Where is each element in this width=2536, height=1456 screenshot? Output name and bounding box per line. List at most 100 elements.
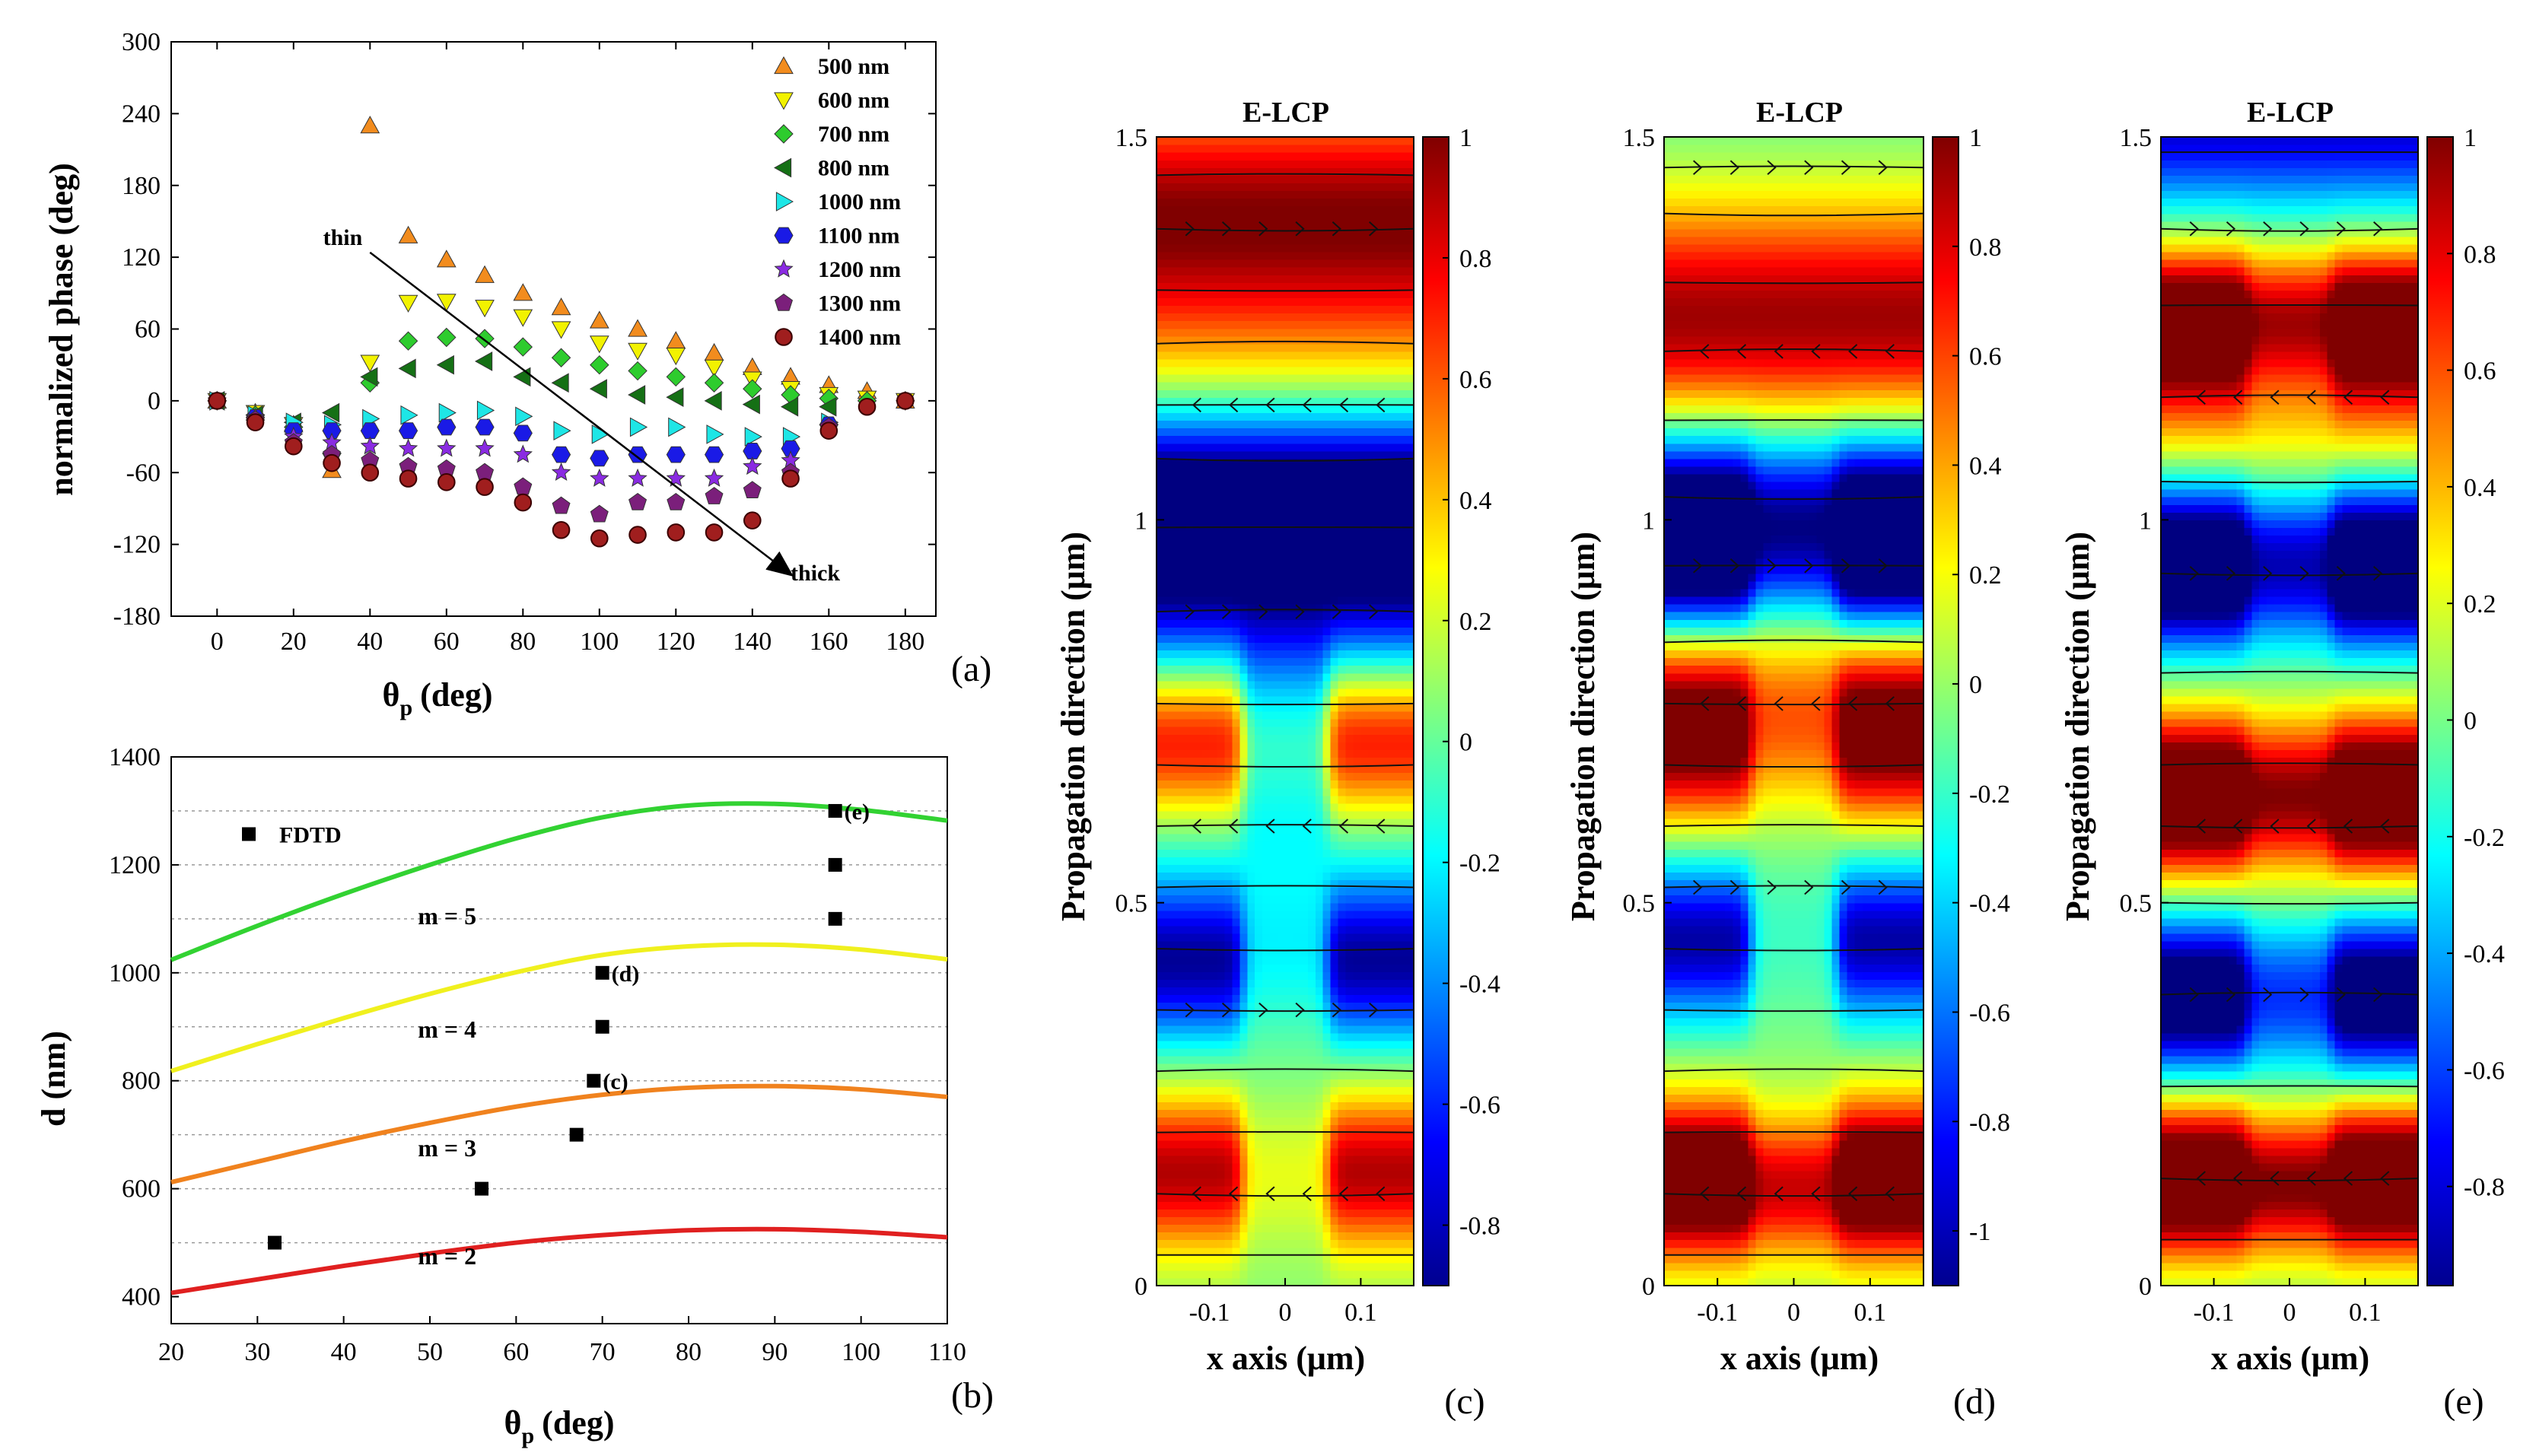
field-cell [1353, 351, 1362, 360]
field-cell [1186, 757, 1195, 766]
field-cell [1194, 1002, 1203, 1011]
field-cell [1398, 1025, 1407, 1034]
field-cell [1239, 1247, 1248, 1256]
field-cell [1345, 719, 1354, 727]
field-cell [1338, 925, 1347, 934]
field-cell [1368, 1017, 1376, 1026]
field-cell [1217, 749, 1226, 758]
field-cell [1179, 527, 1188, 536]
field-cell [1247, 780, 1255, 789]
field-cell [1292, 642, 1301, 651]
field-cell [1345, 711, 1354, 720]
field-cell [1285, 1270, 1293, 1279]
field-cell [1322, 887, 1332, 896]
field-cell [1278, 1071, 1286, 1079]
field-cell [1209, 634, 1218, 643]
field-cell [1255, 1056, 1263, 1064]
field-cell [1278, 964, 1286, 972]
field-cell [1338, 910, 1347, 919]
field-cell [1239, 1201, 1248, 1210]
field-cell [1239, 243, 1248, 253]
field-cell [1391, 627, 1399, 635]
field-cell [1217, 443, 1226, 452]
field-cell [1322, 565, 1332, 574]
field-cell [1330, 497, 1339, 505]
field-cell [1322, 933, 1332, 942]
field-cell [1278, 933, 1286, 942]
field-cell [1360, 979, 1369, 987]
field-cell [1247, 1155, 1255, 1164]
field-cell [1322, 1124, 1332, 1133]
field-cell [1179, 351, 1188, 360]
field-cell [1315, 826, 1324, 834]
field-cell [1322, 482, 1332, 490]
field-cell [1360, 818, 1369, 827]
field-cell [1247, 1147, 1255, 1156]
field-cell [1383, 719, 1392, 727]
field-cell [1270, 588, 1278, 597]
field-cell [1360, 719, 1369, 727]
field-cell [1224, 1254, 1233, 1264]
point-1200-nm [398, 438, 418, 457]
field-cell [1232, 1162, 1240, 1171]
field-cell [1255, 382, 1263, 390]
field-cell [1368, 482, 1376, 490]
field-cell [1278, 841, 1286, 850]
field-cell [1345, 1147, 1354, 1156]
field-cell [1368, 657, 1376, 666]
field-cell [1383, 857, 1392, 865]
field-cell [1391, 397, 1399, 405]
field-cell [1247, 933, 1255, 942]
fdtd-tag-d: (d) [612, 962, 640, 987]
field-cell [1239, 994, 1248, 1003]
field-cell [1315, 1147, 1324, 1156]
field-cell [1300, 1079, 1309, 1087]
field-cell [1224, 902, 1233, 911]
field-cell [1398, 726, 1407, 735]
field-cell [1209, 351, 1218, 360]
field-cell [1406, 979, 1414, 987]
field-cell [1292, 879, 1301, 889]
field-cell [1383, 803, 1392, 812]
field-cell [1322, 941, 1332, 949]
field-cell [1330, 910, 1339, 919]
annotation-thick: thick [791, 561, 840, 586]
field-cell [1262, 834, 1271, 842]
field-cell [1179, 435, 1188, 444]
field-cell [1171, 320, 1180, 329]
field-cell [1292, 489, 1301, 498]
field-cell [1217, 711, 1226, 720]
field-cell [1194, 726, 1203, 735]
field-cell [1278, 1002, 1286, 1011]
field-cell [1186, 941, 1195, 949]
field-cell [1163, 864, 1173, 873]
field-cell [1360, 956, 1369, 965]
field-cell [1278, 367, 1286, 375]
field-cell [1383, 382, 1392, 390]
field-cell [1209, 405, 1218, 413]
field-cell [1285, 1277, 1293, 1286]
field-cell [1368, 1201, 1376, 1210]
point-500-nm [513, 283, 533, 301]
field-cell [1262, 1040, 1271, 1049]
field-cell [1247, 872, 1255, 881]
field-cell [1262, 742, 1271, 750]
field-cell [1247, 971, 1255, 980]
field-cell [1179, 558, 1188, 567]
field-cell [1157, 742, 1165, 750]
field-cell [1247, 466, 1255, 475]
field-cell [1406, 1155, 1414, 1164]
field-cell [1315, 482, 1324, 490]
point-700-nm [437, 327, 457, 348]
field-cell [1300, 259, 1309, 268]
field-cell [1209, 810, 1218, 819]
field-cell [1209, 542, 1218, 552]
field-cell [1300, 596, 1309, 605]
field-cell [1278, 1186, 1286, 1194]
field-cell [1315, 1117, 1324, 1126]
field-cell [1383, 328, 1392, 337]
field-cell [1292, 565, 1301, 574]
field-cell [1278, 1277, 1286, 1286]
field-cell [1247, 351, 1255, 360]
field-cell [1368, 772, 1376, 781]
